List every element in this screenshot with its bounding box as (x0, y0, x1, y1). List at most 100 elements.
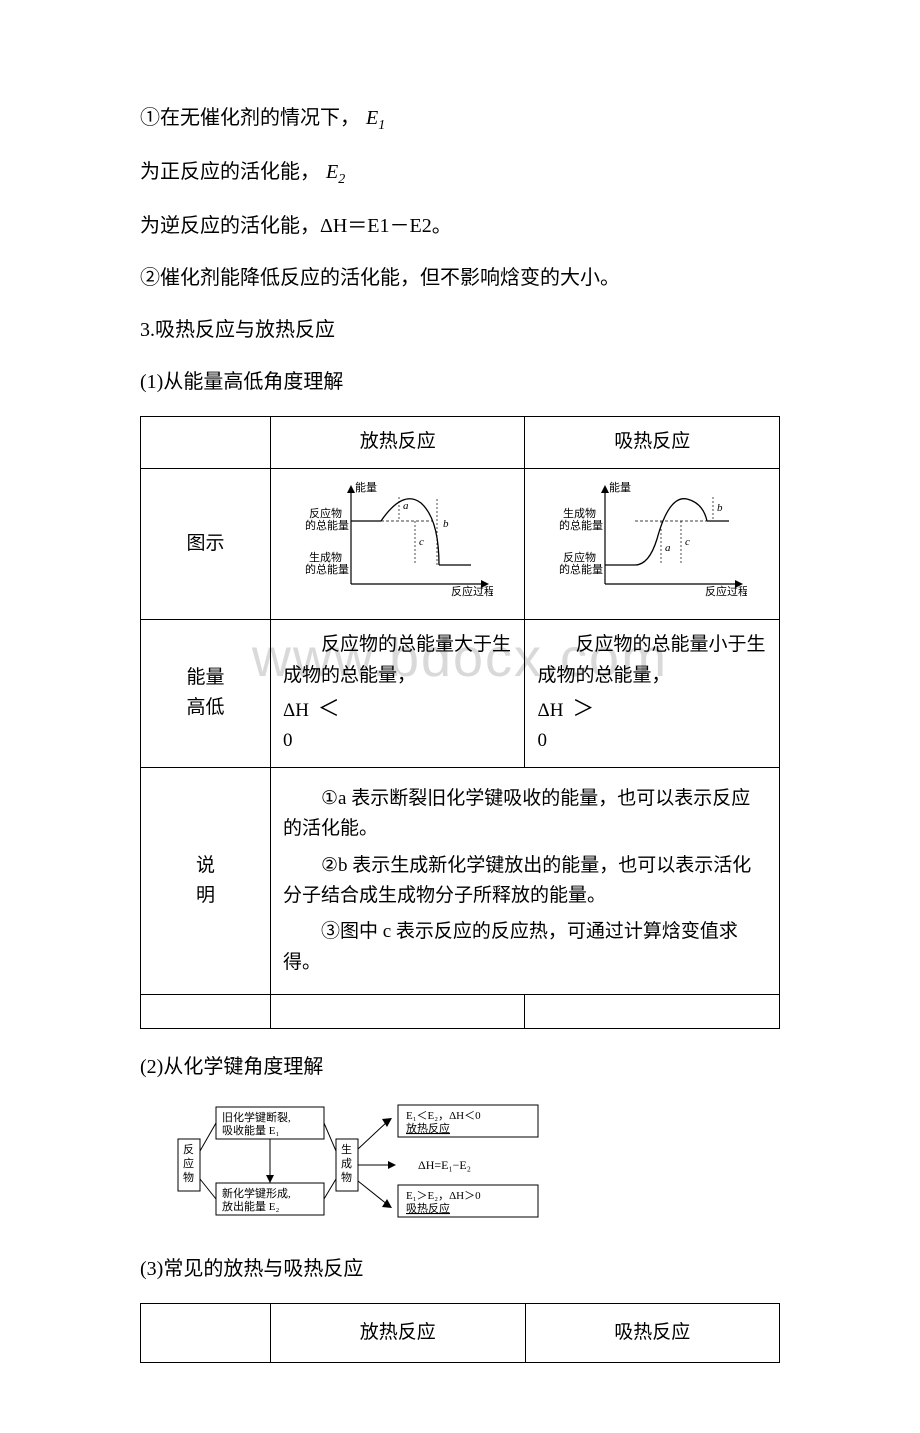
row-label-explain: 说 明 (141, 767, 271, 994)
result-endo-l2: 吸热反应 (406, 1201, 450, 1215)
header-exothermic: 放热反应 (271, 1304, 526, 1363)
label-line: 说 (153, 851, 258, 881)
left-label: 的总能量 (559, 518, 603, 532)
var-letter: E (366, 107, 378, 129)
left-label: 反应物 (309, 506, 342, 520)
x-axis-label: 反应过程 (705, 584, 747, 598)
product-box-l3: 物 (341, 1170, 352, 1184)
header-endothermic: 吸热反应 (525, 1304, 780, 1363)
break-bond-l1: 旧化学键断裂, (222, 1110, 291, 1124)
table-row: 放热反应 吸热反应 (141, 417, 780, 468)
var-subscript: 2 (338, 172, 345, 187)
left-label: 生成物 (309, 550, 342, 564)
product-box-l1: 生 (341, 1142, 352, 1156)
y-axis-label: 能量 (355, 480, 377, 494)
var-letter: E (326, 161, 338, 183)
reactant-box-l2: 应 (183, 1156, 194, 1170)
heading-3: 3.吸热反应与放热反应 (140, 312, 780, 348)
label-b: b (443, 518, 449, 530)
paragraph-3: 为逆反应的活化能，ΔH＝E1－E2。 (140, 208, 780, 244)
header-endothermic: 吸热反应 (525, 417, 780, 468)
empty-cell (271, 995, 525, 1029)
left-label: 的总能量 (305, 562, 349, 576)
row-label-diagram: 图示 (141, 468, 271, 619)
left-label: 反应物 (563, 550, 596, 564)
empty-cell (141, 1304, 271, 1363)
exothermic-diagram-cell: 能量 反应物 的总能量 生成物 的总能量 反应过程 a b c (271, 468, 525, 619)
zero-line: 0 (537, 726, 767, 756)
delta-h-line: ΔH ＞ (537, 691, 767, 726)
row-label-energy: 能量 高低 (141, 620, 271, 768)
energy-comparison-table: 放热反应 吸热反应 图示 能量 反应物 的总能量 生成物 的总能量 反应过程 (140, 416, 780, 1029)
table-row (141, 995, 780, 1029)
header-exothermic: 放热反应 (271, 417, 525, 468)
reactant-box-l1: 反 (183, 1143, 194, 1156)
explanation-cell: ①a 表示断裂旧化学键吸收的能量，也可以表示反应的活化能。 ②b 表示生成新化学… (271, 767, 780, 994)
form-bond-l1: 新化学键形成, (222, 1186, 291, 1200)
product-box-l2: 成 (341, 1157, 352, 1170)
left-label: 生成物 (563, 506, 596, 520)
explain-item-3: ③图中 c 表示反应的反应热，可通过计算焓变值求得。 (283, 917, 767, 978)
label-c: c (685, 536, 690, 548)
empty-cell (525, 995, 780, 1029)
label-line: 明 (153, 881, 258, 911)
empty-cell (141, 417, 271, 468)
reactant-box-l3: 物 (183, 1170, 194, 1184)
table-row: 说 明 ①a 表示断裂旧化学键吸收的能量，也可以表示反应的活化能。 ②b 表示生… (141, 767, 780, 994)
desc-text: 反应物的总能量大于生成物的总能量， (283, 630, 512, 691)
left-label: 的总能量 (559, 562, 603, 576)
explain-item-2: ②b 表示生成新化学键放出的能量，也可以表示活化分子结合成生成物分子所释放的能量… (283, 851, 767, 912)
endothermic-desc-cell: 反应物的总能量小于生成物的总能量， ΔH ＞ 0 (525, 620, 780, 768)
label-a: a (403, 500, 409, 512)
subheading-1: (1)从能量高低角度理解 (140, 364, 780, 400)
label-a: a (665, 542, 671, 554)
delta-h-formula: ΔH=E₁−E₂ (418, 1158, 471, 1172)
explain-item-1: ①a 表示断裂旧化学键吸收的能量，也可以表示反应的活化能。 (283, 784, 767, 845)
document-body: ①在无催化剂的情况下， E1 为正反应的活化能， E2 为逆反应的活化能，ΔH＝… (140, 100, 780, 1363)
result-exo-l1: E₁＜E₂，ΔH＜0 (406, 1110, 481, 1122)
break-bond-l2: 吸收能量 E₁ (222, 1123, 279, 1137)
text-segment: 3.吸热反应与放热反应 (140, 312, 335, 348)
label-b: b (717, 502, 723, 514)
text-segment: (2)从化学键角度理解 (140, 1049, 323, 1085)
delta-h: ΔH (283, 700, 309, 721)
text-segment: (1)从能量高低角度理解 (140, 364, 343, 400)
paragraph-1: ①在无催化剂的情况下， E1 (140, 100, 780, 138)
subheading-3: (3)常见的放热与吸热反应 (140, 1251, 780, 1287)
variable-e1: E1 (366, 100, 385, 138)
less-than-icon: ＜ (318, 696, 340, 721)
endothermic-energy-diagram: 能量 生成物 的总能量 反应物 的总能量 反应过程 a b c (557, 479, 747, 599)
delta-h-line: ΔH ＜ (283, 691, 512, 726)
text-segment: ②催化剂能降低反应的活化能，但不影响焓变的大小。 (140, 260, 620, 296)
desc-text: 反应物的总能量小于生成物的总能量， (537, 630, 767, 691)
result-exo-l2: 放热反应 (406, 1121, 450, 1135)
table-row: 放热反应 吸热反应 (141, 1304, 780, 1363)
label-line: 能量 (153, 663, 258, 693)
delta-h: ΔH (537, 700, 563, 721)
text-segment: ①在无催化剂的情况下， (140, 100, 360, 136)
left-label: 的总能量 (305, 518, 349, 532)
exothermic-energy-diagram: 能量 反应物 的总能量 生成物 的总能量 反应过程 a b c (303, 479, 493, 599)
zero-line: 0 (283, 726, 512, 756)
label-line: 高低 (153, 693, 258, 723)
y-axis-label: 能量 (609, 480, 631, 494)
label-c: c (419, 536, 424, 548)
var-subscript: 1 (378, 118, 385, 133)
text-segment: 为逆反应的活化能，ΔH＝E1－E2。 (140, 208, 452, 244)
variable-e2: E2 (326, 154, 345, 192)
empty-cell (141, 995, 271, 1029)
exothermic-desc-cell: 反应物的总能量大于生成物的总能量， ΔH ＜ 0 (271, 620, 525, 768)
paragraph-2: 为正反应的活化能， E2 (140, 154, 780, 192)
endothermic-diagram-cell: 能量 生成物 的总能量 反应物 的总能量 反应过程 a b c (525, 468, 780, 619)
subheading-2: (2)从化学键角度理解 (140, 1049, 780, 1085)
common-reactions-table: 放热反应 吸热反应 (140, 1303, 780, 1363)
text-segment: 为正反应的活化能， (140, 154, 320, 190)
form-bond-l2: 放出能量 E₂ (222, 1199, 279, 1213)
bond-energy-diagram: 反 应 物 旧化学键断裂, 吸收能量 E₁ 新化学键形成, 放出能量 E₂ 生 … (170, 1101, 550, 1233)
result-endo-l1: E₁＞E₂，ΔH＞0 (406, 1190, 481, 1202)
table-row: 能量 高低 反应物的总能量大于生成物的总能量， ΔH ＜ 0 反应物的总能量小于… (141, 620, 780, 768)
paragraph-4: ②催化剂能降低反应的活化能，但不影响焓变的大小。 (140, 260, 780, 296)
greater-than-icon: ＞ (572, 696, 594, 721)
text-segment: (3)常见的放热与吸热反应 (140, 1251, 363, 1287)
x-axis-label: 反应过程 (451, 584, 493, 598)
